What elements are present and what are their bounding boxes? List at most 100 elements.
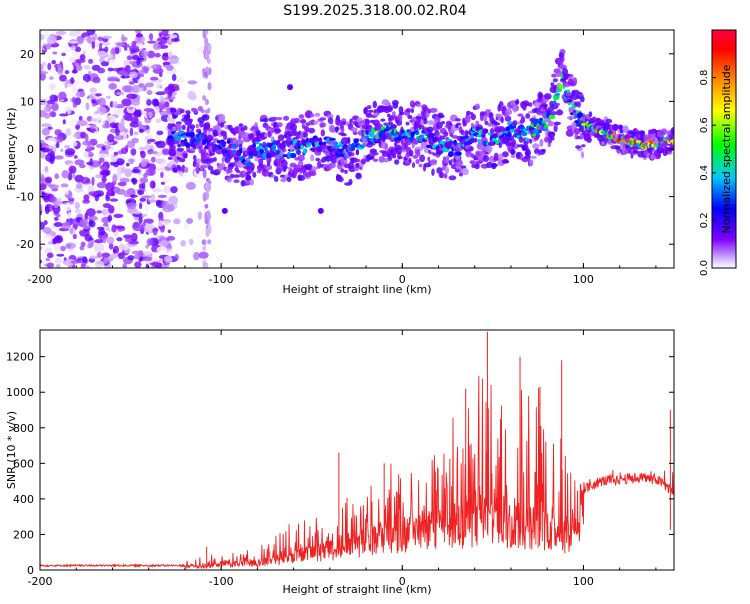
- noise-speckle: [131, 232, 138, 242]
- noise-speckle: [180, 240, 186, 247]
- ridge-halo: [286, 176, 292, 183]
- ridge-core: [189, 131, 195, 139]
- ridge-halo: [174, 123, 182, 131]
- ridge-halo: [493, 152, 499, 160]
- ridge-core: [204, 145, 208, 150]
- ridge-halo: [573, 128, 581, 135]
- noise-speckle: [54, 236, 62, 242]
- noise-speckle: [79, 176, 91, 184]
- ridge-core: [271, 144, 277, 151]
- ridge-halo: [320, 129, 325, 137]
- noise-speckle: [117, 252, 125, 260]
- noise-speckle: [144, 82, 154, 88]
- noise-speckle: [86, 161, 94, 166]
- ridge-halo: [236, 170, 241, 173]
- spectrogram-noise-layer: [40, 30, 212, 268]
- ridge-halo: [277, 134, 285, 142]
- noise-speckle: [141, 182, 146, 190]
- noise-speckle: [56, 64, 62, 69]
- ridge-halo: [170, 144, 176, 152]
- noise-speckle: [72, 86, 78, 93]
- ridge-halo: [258, 158, 264, 166]
- ridge-halo: [226, 177, 232, 183]
- noise-speckle: [152, 43, 162, 51]
- noise-speckle: [91, 99, 97, 104]
- ridge-halo: [383, 122, 389, 126]
- noise-speckle: [162, 204, 173, 213]
- ridge-halo: [544, 103, 548, 111]
- ridge-halo: [262, 141, 267, 149]
- colorbar-gradient: [711, 29, 737, 269]
- noise-speckle: [159, 239, 169, 248]
- ridge-halo: [444, 166, 450, 174]
- ridge-halo: [500, 116, 504, 124]
- noise-speckle: [88, 58, 94, 64]
- noise-speckle: [148, 111, 153, 119]
- noise-speckle: [79, 90, 86, 98]
- ridge-halo: [439, 135, 446, 140]
- noise-speckle: [107, 53, 114, 59]
- noise-speckle: [53, 244, 61, 252]
- noise-speckle: [197, 211, 203, 220]
- noise-speckle: [54, 155, 64, 160]
- noise-speckle: [144, 136, 148, 140]
- ridge-core: [507, 131, 512, 138]
- noise-speckle: [132, 84, 140, 94]
- noise-speckle: [201, 239, 206, 245]
- noise-speckle: [116, 91, 125, 96]
- noise-speckle: [146, 139, 152, 144]
- ridge-halo: [418, 163, 423, 168]
- noise-speckle: [119, 177, 130, 183]
- noise-speckle: [60, 245, 66, 252]
- noise-speckle: [121, 85, 132, 93]
- ridge-halo: [412, 155, 419, 159]
- ridge-halo: [532, 143, 540, 149]
- noise-speckle: [153, 98, 160, 108]
- noise-speckle: [114, 47, 120, 55]
- noise-speckle: [57, 66, 64, 76]
- ridge-halo: [455, 159, 463, 167]
- ridge-halo: [486, 161, 493, 169]
- noise-speckle: [82, 73, 91, 83]
- noise-speckle: [96, 252, 102, 259]
- ridge-core: [255, 141, 260, 145]
- noise-speckle: [122, 263, 127, 268]
- ridge-core: [368, 131, 375, 138]
- ridge-halo: [670, 127, 674, 135]
- ridge-halo: [553, 121, 562, 126]
- noise-speckle: [64, 81, 68, 89]
- noise-speckle: [106, 188, 115, 197]
- ridge-core: [365, 135, 369, 140]
- noise-speckle: [68, 162, 73, 167]
- noise-speckle: [141, 195, 152, 199]
- noise-speckle: [66, 108, 72, 115]
- ridge-core: [448, 151, 454, 158]
- ridge-halo: [306, 165, 313, 170]
- noise-speckle: [152, 188, 163, 193]
- noise-speckle: [129, 159, 134, 165]
- noise-speckle: [156, 246, 167, 254]
- ridge-halo: [371, 151, 379, 156]
- colorbar: 0.0 0.2 0.4 0.6 0.8 Normalized spectral ampl…: [699, 29, 737, 276]
- noise-speckle: [40, 204, 43, 212]
- noise-speckle: [131, 169, 141, 174]
- ridge-halo: [544, 93, 552, 100]
- ridge-halo: [238, 123, 244, 127]
- ridge-halo: [187, 118, 193, 123]
- ridge-core: [455, 151, 462, 156]
- ridge-halo: [461, 168, 469, 176]
- noise-speckle: [41, 123, 52, 128]
- noise-speckle: [101, 176, 107, 183]
- ridge-core: [353, 138, 359, 144]
- ridge-core: [559, 83, 563, 90]
- noise-speckle: [96, 210, 103, 214]
- noise-speckle: [162, 178, 171, 183]
- ridge-halo: [405, 108, 412, 113]
- ridge-core: [576, 112, 584, 119]
- noise-speckle: [129, 127, 134, 137]
- ridge-halo: [317, 160, 322, 169]
- spectrogram-xtick-label: 0: [399, 273, 406, 286]
- noise-speckle: [56, 253, 65, 257]
- ridge-halo: [539, 138, 544, 147]
- spectrogram-ytick-label: -20: [16, 238, 34, 251]
